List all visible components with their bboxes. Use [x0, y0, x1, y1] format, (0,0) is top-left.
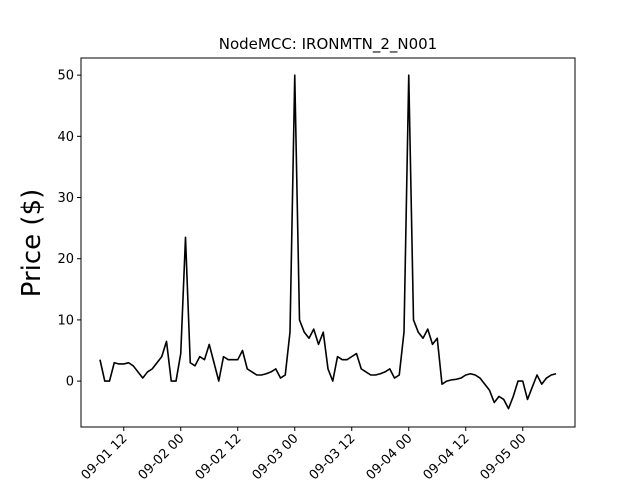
- x-tick-label: 09-03 00: [250, 431, 302, 480]
- x-tick-label: 09-01 12: [79, 431, 131, 480]
- chart-title: NodeMCC: IRONMTN_2_N001: [219, 35, 437, 54]
- x-tick-label: 09-02 00: [136, 431, 188, 480]
- data-line: [99, 74, 557, 410]
- y-axis-label: Price ($): [17, 189, 47, 298]
- y-tick-label: 50: [57, 69, 74, 84]
- y-tick-label: 0: [66, 375, 74, 390]
- x-tick-label: 09-05 00: [478, 431, 530, 480]
- x-tick-label: 09-03 12: [307, 431, 359, 480]
- y-tick-label: 30: [57, 191, 74, 206]
- x-tick-label: 09-02 12: [193, 431, 245, 480]
- y-tick-label: 10: [57, 313, 74, 328]
- x-tick-label: 09-04 12: [421, 431, 473, 480]
- y-tick-label: 40: [57, 130, 74, 145]
- x-tick-label: 09-04 00: [364, 431, 416, 480]
- plot-frame: [80, 57, 576, 428]
- y-tick-label: 20: [57, 252, 74, 267]
